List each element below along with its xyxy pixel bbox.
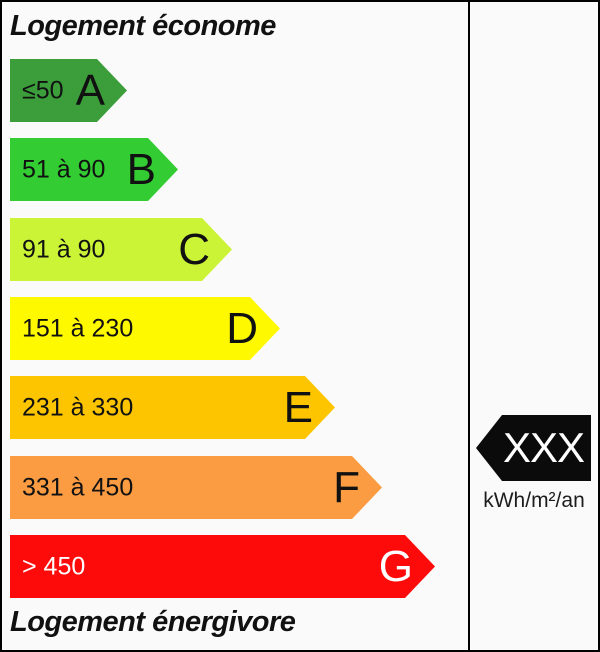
energy-class-arrow: > 450 G	[10, 535, 435, 598]
economical-title: Logement économe	[10, 10, 276, 42]
energy-range-label: 51 à 90	[22, 155, 106, 183]
energy-range-label: 151 à 230	[22, 314, 134, 342]
energy-class-arrow: 51 à 90 B	[10, 138, 178, 201]
energy-class-arrow: 231 à 330 E	[10, 376, 335, 439]
energy-range-label: 231 à 330	[22, 393, 134, 421]
energy-range-label: > 450	[22, 552, 86, 580]
consumption-value: XXX	[502, 424, 585, 471]
consumption-unit-label: kWh/m²/an	[483, 489, 585, 512]
energy-class-letter: G	[378, 541, 413, 591]
energy-class-letter: A	[75, 65, 105, 115]
vertical-divider	[468, 2, 470, 650]
energy-class-arrow: 91 à 90 C	[10, 218, 232, 281]
energy-class-rows: ≤50 A 51 à 90 B 91 à 90 C 151 à 230 D 23…	[2, 2, 468, 650]
energy-range-label: 91 à 90	[22, 235, 106, 263]
energy-class-letter: E	[283, 382, 313, 432]
energy-range-label: ≤50	[22, 76, 64, 104]
energy-class-letter: B	[126, 144, 156, 194]
energy-intensive-title: Logement énergivore	[10, 606, 296, 638]
energy-class-letter: D	[226, 303, 258, 353]
energy-class-arrow: 331 à 450 F	[10, 456, 382, 519]
energy-class-arrow: ≤50 A	[10, 59, 127, 122]
consumption-indicator-arrow: XXX	[476, 415, 591, 481]
energy-class-letter: F	[333, 462, 360, 512]
energy-class-arrow: 151 à 230 D	[10, 297, 280, 360]
energy-class-letter: C	[178, 224, 210, 274]
energy-range-label: 331 à 450	[22, 473, 134, 501]
